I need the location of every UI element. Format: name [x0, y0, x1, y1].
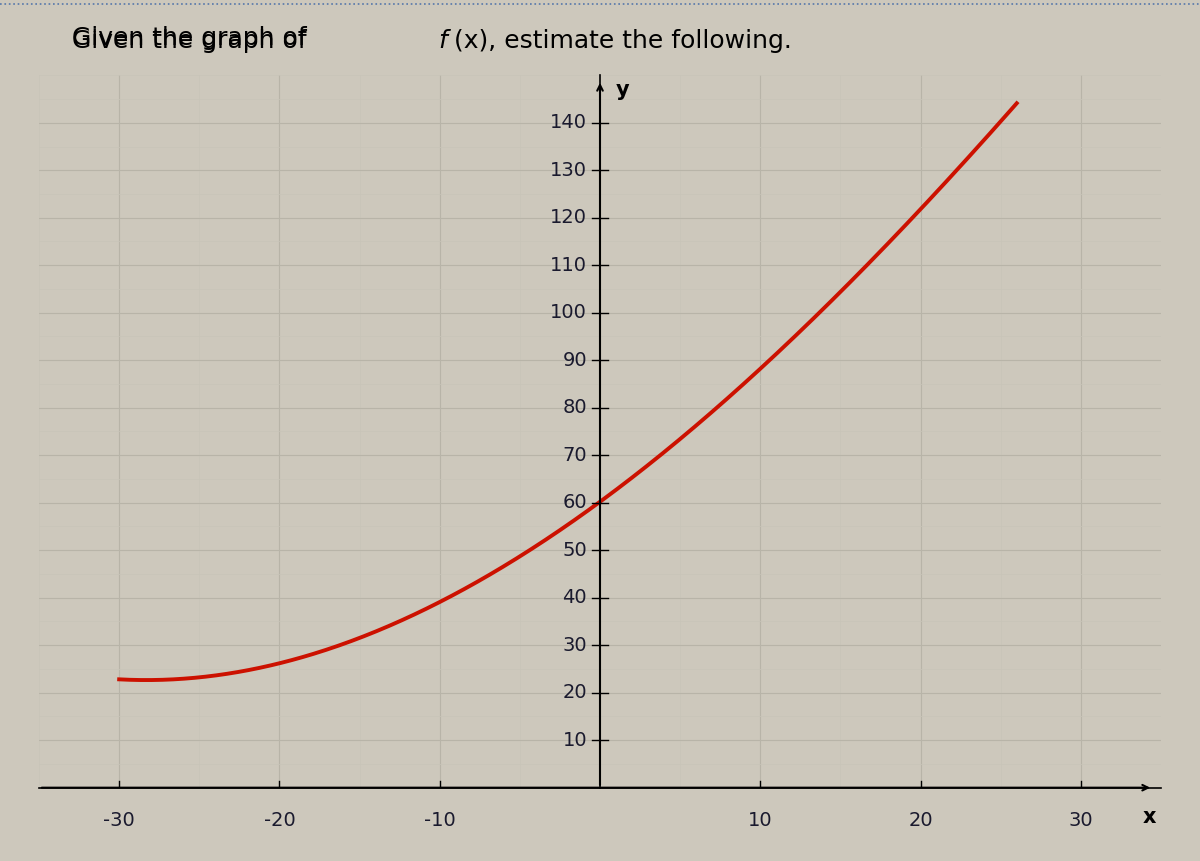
Text: -10: -10: [424, 811, 456, 830]
Text: 130: 130: [550, 161, 587, 180]
Text: x: x: [1142, 807, 1156, 827]
Text: 110: 110: [550, 256, 587, 275]
Text: 20: 20: [563, 683, 587, 703]
Text: Given the graph of: Given the graph of: [72, 29, 314, 53]
Text: f: f: [438, 29, 446, 53]
Text: y: y: [616, 80, 630, 100]
Text: 100: 100: [551, 303, 587, 322]
Text: Given the graph of: Given the graph of: [72, 26, 314, 50]
Text: 50: 50: [563, 541, 587, 560]
Text: 10: 10: [748, 811, 773, 830]
Text: -30: -30: [103, 811, 136, 830]
Text: 40: 40: [563, 588, 587, 607]
Text: -20: -20: [264, 811, 295, 830]
Text: 20: 20: [908, 811, 932, 830]
Text: 140: 140: [550, 114, 587, 133]
Text: 120: 120: [550, 208, 587, 227]
Text: 30: 30: [563, 635, 587, 654]
Text: 80: 80: [563, 399, 587, 418]
Text: 10: 10: [563, 731, 587, 750]
Text: 90: 90: [563, 350, 587, 369]
Text: 60: 60: [563, 493, 587, 512]
Text: 30: 30: [1068, 811, 1093, 830]
Text: (x), estimate the following.: (x), estimate the following.: [454, 29, 792, 53]
Text: 70: 70: [563, 446, 587, 465]
